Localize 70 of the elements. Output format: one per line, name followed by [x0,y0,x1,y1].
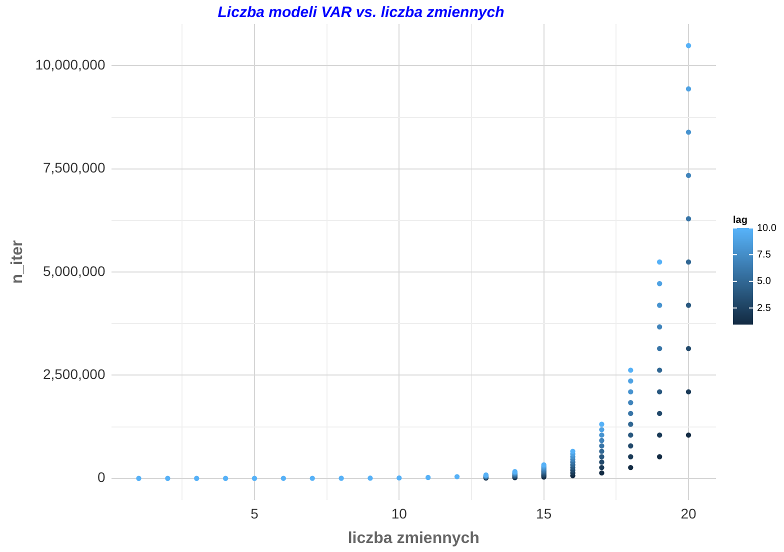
point [628,368,634,373]
x-tick-label: 20 [680,505,697,522]
point [426,474,431,480]
point [656,346,662,352]
point [599,432,604,438]
point [628,443,634,449]
point [656,410,662,416]
chart-title: Liczba modeli VAR vs. liczba zmiennych [218,4,504,22]
point [656,432,662,438]
point [599,438,604,444]
point [194,476,200,481]
x-axis-title: liczba zmiennych [348,530,480,547]
point [686,432,692,438]
point [656,368,662,373]
point [628,454,634,460]
x-tick-label: 15 [536,505,552,522]
y-tick-label: 7,500,000 [42,160,106,176]
color-bar-label: 10.0 [757,222,777,234]
point [628,464,634,470]
y-tick-label: 0 [97,469,106,486]
point [686,130,692,135]
point [656,281,662,286]
point [599,427,604,432]
color-bar-label: 7.5 [757,249,772,260]
point [628,378,634,384]
point [599,460,604,465]
color-bar-label: 2.5 [757,302,772,314]
point [686,302,692,308]
color-bar-label: 5.0 [757,276,772,288]
point [599,448,604,454]
point [338,476,344,481]
point [599,470,604,476]
point [656,259,662,265]
y-tick-label: 10,000,000 [35,56,106,73]
y-tick-label: 2,500,000 [42,366,106,382]
point [136,476,142,481]
point [656,324,662,330]
point [165,476,170,481]
point [396,475,402,481]
y-axis-title: n_iter [9,240,26,284]
point [628,389,634,394]
point [656,389,662,394]
point [310,476,315,481]
point [599,422,604,427]
point [628,432,634,438]
x-tick-label: 5 [250,505,259,522]
point [599,443,604,449]
point [252,476,258,481]
point [628,400,634,406]
point [686,216,692,222]
point [280,476,286,481]
point [686,172,692,178]
point [686,43,692,48]
point [686,86,692,92]
point [599,464,604,470]
x-tick-label: 10 [391,505,408,522]
point [570,448,576,454]
y-tick-label: 5,000,000 [42,262,106,279]
point [686,389,692,394]
point [628,410,634,416]
point [222,476,228,481]
point [454,474,460,480]
point [368,476,373,481]
point [656,454,662,460]
point [599,454,604,460]
point [656,302,662,308]
color-bar-title: lag [733,214,748,226]
point [628,422,634,427]
point [686,259,692,265]
point [686,346,692,352]
